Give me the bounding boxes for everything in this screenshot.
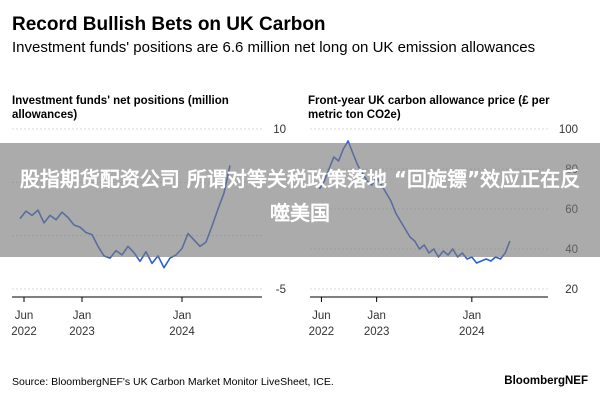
left-panel-title: Investment funds' net positions (million… xyxy=(12,95,229,121)
right-ytick-label: 20 xyxy=(565,284,578,296)
left-ytick-label: 10 xyxy=(273,124,286,136)
left-xtick-label: Jan xyxy=(73,310,92,322)
right-xtick-year: 2023 xyxy=(364,326,390,338)
right-xtick-label: Jan xyxy=(463,310,482,322)
chart-title: Record Bullish Bets on UK Carbon xyxy=(12,14,326,35)
right-ytick-label: 100 xyxy=(559,124,578,136)
right-xtick-label: Jan xyxy=(367,310,386,322)
right-panel-title: Front-year UK carbon allowance price (£ … xyxy=(308,95,550,121)
brand-logo: BloombergNEF xyxy=(504,375,588,387)
chart-subtitle: Investment funds' positions are 6.6 mill… xyxy=(12,39,536,56)
left-ytick-label: -5 xyxy=(276,284,286,296)
right-xtick-year: 2024 xyxy=(459,326,485,338)
left-xtick-year: 2022 xyxy=(11,326,37,338)
left-xtick-year: 2024 xyxy=(169,326,195,338)
headline-overlay-text: 股指期货配资公司 所谓对等关税政策落地 “回旋镖”效应正在反噬美国 xyxy=(19,167,581,225)
right-xtick-year: 2022 xyxy=(309,326,335,338)
headline-overlay xyxy=(0,143,600,257)
left-xtick-label: Jun xyxy=(15,310,34,322)
left-xtick-year: 2023 xyxy=(69,326,95,338)
left-xtick-label: Jan xyxy=(173,310,192,322)
right-xtick-label: Jun xyxy=(312,310,331,322)
source-note: Source: BloombergNEF's UK Carbon Market … xyxy=(12,376,334,388)
